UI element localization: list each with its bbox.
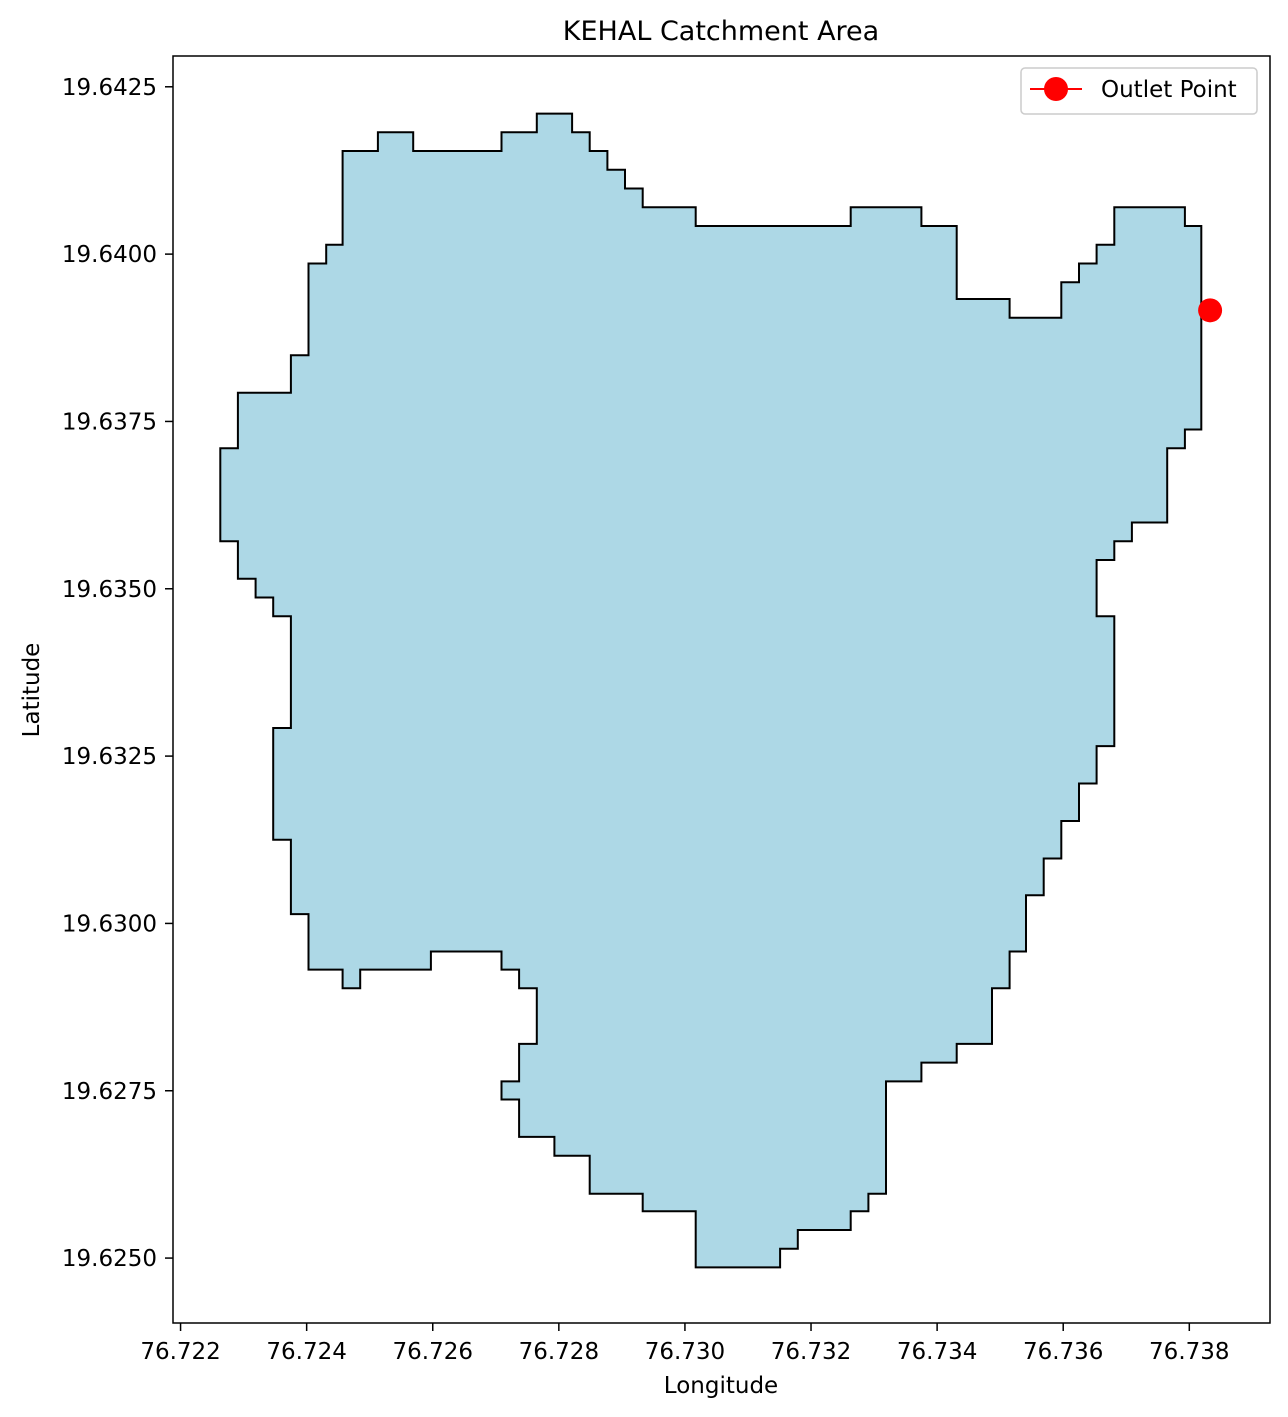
y-tick-label: 19.6375 — [62, 409, 157, 435]
x-tick-label: 76.726 — [393, 1339, 473, 1365]
legend: Outlet Point — [1020, 67, 1258, 115]
x-axis-ticks: 76.722 76.724 76.726 76.728 76.730 76.732 76.7… — [140, 1323, 1230, 1365]
plot-area — [219, 112, 1223, 1269]
y-tick-label: 19.6275 — [62, 1079, 157, 1105]
y-tick-label: 19.6425 — [62, 75, 157, 101]
x-tick-label: 76.738 — [1149, 1339, 1229, 1365]
chart-title: KEHAL Catchment Area — [563, 16, 879, 47]
y-tick-label: 19.6325 — [62, 744, 157, 770]
plot-frame — [172, 55, 1271, 1324]
x-tick-label: 76.736 — [1023, 1339, 1103, 1365]
y-tick-label: 19.6350 — [62, 577, 157, 603]
legend-marker — [1044, 77, 1068, 101]
outlet-point-marker — [1198, 298, 1223, 323]
x-tick-label: 76.724 — [266, 1339, 346, 1365]
x-axis-label: Longitude — [664, 1373, 778, 1399]
x-tick-label: 76.728 — [519, 1339, 599, 1365]
legend-box — [1020, 67, 1258, 115]
y-axis-label: Latitude — [19, 643, 45, 738]
y-tick-label: 19.6300 — [62, 911, 157, 937]
x-tick-label: 76.730 — [645, 1339, 725, 1365]
x-tick-label: 76.734 — [897, 1339, 977, 1365]
y-axis-ticks: 19.6250 19.6275 19.6300 19.6325 19.6350 19.63… — [62, 75, 173, 1272]
x-tick-label: 76.722 — [140, 1339, 220, 1365]
y-tick-label: 19.6400 — [62, 242, 157, 268]
legend-label: Outlet Point — [1101, 77, 1237, 103]
x-tick-label: 76.732 — [771, 1339, 851, 1365]
catchment-polygon — [219, 112, 1203, 1269]
outlet-points — [1198, 298, 1223, 323]
y-tick-label: 19.6250 — [62, 1246, 157, 1272]
